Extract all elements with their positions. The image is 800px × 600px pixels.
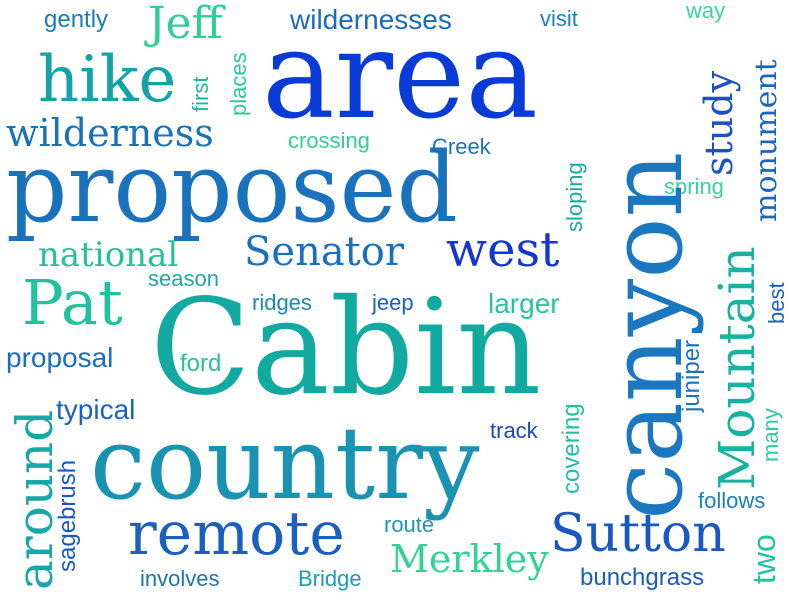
word-visit: visit	[540, 6, 578, 31]
word-monument: monument	[749, 59, 784, 222]
word-sagebrush: sagebrush	[54, 459, 81, 572]
word-places: places	[226, 52, 251, 116]
word-wilderness: wilderness	[6, 111, 214, 155]
word-ridges: ridges	[252, 290, 312, 315]
word-way: way	[686, 0, 726, 23]
word-canyon: canyon	[587, 151, 706, 520]
word-first: first	[188, 76, 213, 112]
word-sutton: Sutton	[550, 504, 726, 564]
word-season: season	[148, 266, 219, 291]
word-hike: hike	[38, 43, 177, 117]
word-route: route	[384, 512, 435, 537]
word-juniper: juniper	[678, 339, 705, 412]
word-mountain: Mountain	[708, 246, 766, 490]
word-creek: Creek	[432, 134, 491, 159]
word-senator: Senator	[244, 229, 404, 275]
word-typical: typical	[56, 394, 136, 425]
word-bridge: Bridge	[298, 566, 362, 591]
word-jeep: jeep	[372, 290, 414, 315]
word-study: study	[697, 70, 741, 176]
word-best: best	[764, 282, 789, 324]
word-two: two	[746, 534, 782, 584]
word-wildernesses: wildernesses	[290, 4, 452, 35]
word-track: track	[490, 418, 538, 443]
word-follows: follows	[698, 488, 766, 513]
word-proposal: proposal	[6, 342, 114, 373]
word-west: west	[446, 222, 560, 278]
word-proposed: proposed	[6, 132, 458, 244]
word-area: area	[262, 4, 538, 146]
word-many: many	[758, 408, 783, 462]
word-bunchgrass: bunchgrass	[580, 564, 705, 591]
word-around: around	[6, 409, 64, 590]
word-national: national	[38, 235, 179, 275]
word-spring: spring	[664, 174, 724, 199]
word-pat: Pat	[22, 266, 123, 339]
word-covering: covering	[558, 403, 585, 494]
word-jeff: Jeff	[148, 0, 223, 49]
word-cabin: Cabin	[150, 271, 542, 425]
word-country: country	[90, 405, 480, 522]
word-gently: gently	[44, 6, 109, 33]
word-ford: ford	[180, 350, 222, 377]
word-crossing: crossing	[288, 128, 370, 153]
word-involves: involves	[140, 566, 220, 591]
word-larger: larger	[488, 288, 560, 319]
word-remote: remote	[128, 499, 345, 569]
word-merkley: Merkley	[390, 537, 549, 581]
word-sloping: sloping	[562, 162, 587, 232]
